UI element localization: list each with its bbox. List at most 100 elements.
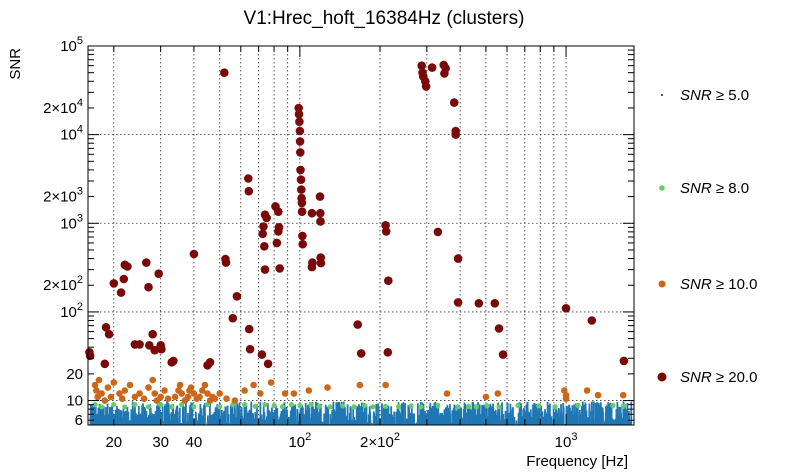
data-point-snr5 bbox=[467, 404, 470, 425]
y-tick-label: 2×102 bbox=[43, 274, 83, 294]
data-point-snr5 bbox=[515, 422, 518, 425]
data-point-series-2 bbox=[594, 391, 602, 399]
data-point-snr5 bbox=[617, 417, 620, 425]
data-point-series-3 bbox=[295, 117, 304, 126]
data-point-snr5 bbox=[188, 422, 190, 425]
data-point-snr5 bbox=[340, 421, 342, 425]
data-point-series-2 bbox=[184, 393, 192, 401]
data-point-series-1 bbox=[297, 402, 303, 409]
data-point-snr5 bbox=[266, 403, 269, 425]
data-point-snr5 bbox=[243, 406, 246, 425]
data-point-snr5 bbox=[297, 421, 299, 425]
data-point-series-3 bbox=[148, 329, 157, 339]
data-point-snr5 bbox=[381, 403, 383, 425]
data-point-snr5 bbox=[111, 415, 114, 425]
data-point-snr5 bbox=[405, 418, 408, 425]
data-point-series-2 bbox=[494, 390, 502, 397]
data-point-snr5 bbox=[338, 415, 341, 425]
legend-item-3: SNR ≥ 10.0 bbox=[658, 276, 757, 293]
data-point-snr5 bbox=[220, 409, 223, 425]
axes bbox=[87, 45, 635, 426]
data-point-series-2 bbox=[196, 393, 203, 401]
data-point-snr5 bbox=[291, 405, 294, 425]
data-point-series-3 bbox=[453, 254, 463, 263]
data-point-series-2 bbox=[190, 390, 198, 397]
data-point-snr5 bbox=[189, 405, 192, 425]
data-point-snr5 bbox=[423, 414, 426, 425]
data-point-snr5 bbox=[272, 412, 275, 425]
data-point-series-3 bbox=[441, 64, 451, 73]
x-tick-label: 102 bbox=[288, 431, 311, 451]
data-point-snr5 bbox=[448, 421, 450, 425]
data-point-snr5 bbox=[207, 419, 209, 425]
data-point-series-1 bbox=[620, 403, 626, 409]
data-point-series-3 bbox=[449, 98, 459, 107]
data-point-snr5 bbox=[453, 405, 456, 425]
data-point-snr5 bbox=[581, 401, 584, 425]
data-point-series-1 bbox=[316, 403, 322, 409]
legend-item-2: SNR ≥ 8.0 bbox=[659, 180, 749, 197]
data-point-series-3 bbox=[297, 207, 307, 216]
data-point-snr5 bbox=[390, 416, 393, 425]
data-point-series-3 bbox=[260, 265, 270, 274]
data-point-snr5 bbox=[285, 406, 288, 425]
data-point-snr5 bbox=[586, 417, 589, 425]
data-point-snr5 bbox=[428, 411, 431, 425]
data-point-snr5 bbox=[145, 420, 147, 425]
data-point-snr5 bbox=[573, 404, 576, 425]
data-point-snr5 bbox=[508, 415, 511, 425]
data-point-series-1 bbox=[340, 403, 346, 409]
data-point-snr5 bbox=[456, 419, 459, 425]
data-point-snr5 bbox=[345, 415, 348, 425]
y-tick-label: 20 bbox=[66, 366, 83, 383]
data-point-series-2 bbox=[241, 387, 248, 394]
data-point-snr5 bbox=[308, 407, 310, 425]
data-point-series-2 bbox=[149, 376, 156, 384]
data-point-snr5 bbox=[492, 403, 494, 425]
data-point-snr5 bbox=[589, 419, 592, 425]
data-point-series-3 bbox=[453, 298, 463, 307]
data-point-snr5 bbox=[625, 415, 628, 425]
data-point-series-1 bbox=[362, 402, 368, 409]
data-point-snr5 bbox=[617, 422, 619, 425]
data-point-snr5 bbox=[305, 409, 308, 425]
y-tick-label: 103 bbox=[60, 212, 83, 232]
data-point-snr5 bbox=[554, 412, 557, 425]
legend-label: SNR ≥ 8.0 bbox=[680, 180, 749, 197]
data-point-series-3 bbox=[297, 198, 307, 208]
data-point-series-1 bbox=[288, 402, 295, 408]
data-point-snr5 bbox=[535, 403, 538, 425]
data-point-snr5 bbox=[286, 418, 288, 425]
data-point-series-2 bbox=[223, 395, 230, 403]
data-point-snr5 bbox=[581, 406, 583, 425]
data-point-snr5 bbox=[533, 402, 536, 425]
legend-label: SNR ≥ 5.0 bbox=[680, 87, 749, 104]
data-point-snr5 bbox=[483, 421, 485, 425]
data-point-snr5 bbox=[555, 409, 558, 425]
data-point-snr5 bbox=[226, 406, 229, 425]
data-point-snr5 bbox=[142, 418, 145, 425]
data-point-snr5 bbox=[604, 419, 607, 425]
data-point-series-3 bbox=[189, 249, 199, 259]
data-point-series-3 bbox=[144, 282, 153, 292]
data-point-series-3 bbox=[119, 274, 129, 284]
data-point-snr5 bbox=[315, 401, 317, 425]
data-point-series-2 bbox=[187, 384, 195, 391]
data-point-snr5 bbox=[538, 403, 541, 425]
data-point-snr5 bbox=[203, 410, 206, 425]
x-tick-label: 40 bbox=[186, 434, 203, 451]
data-point-snr5 bbox=[442, 422, 445, 425]
data-point-snr5 bbox=[439, 413, 442, 425]
data-point-snr5 bbox=[464, 422, 466, 425]
data-point-series-3 bbox=[220, 68, 229, 77]
data-point-snr5 bbox=[549, 403, 551, 425]
data-point-snr5 bbox=[259, 401, 262, 425]
data-point-snr5 bbox=[94, 409, 97, 425]
data-point-snr5 bbox=[134, 417, 137, 425]
data-point-snr5 bbox=[384, 407, 387, 425]
data-point-snr5 bbox=[483, 416, 486, 425]
data-point-snr5 bbox=[280, 420, 283, 425]
data-point-snr5 bbox=[233, 414, 235, 425]
data-point-snr5 bbox=[208, 413, 211, 425]
data-point-snr5 bbox=[509, 403, 512, 425]
